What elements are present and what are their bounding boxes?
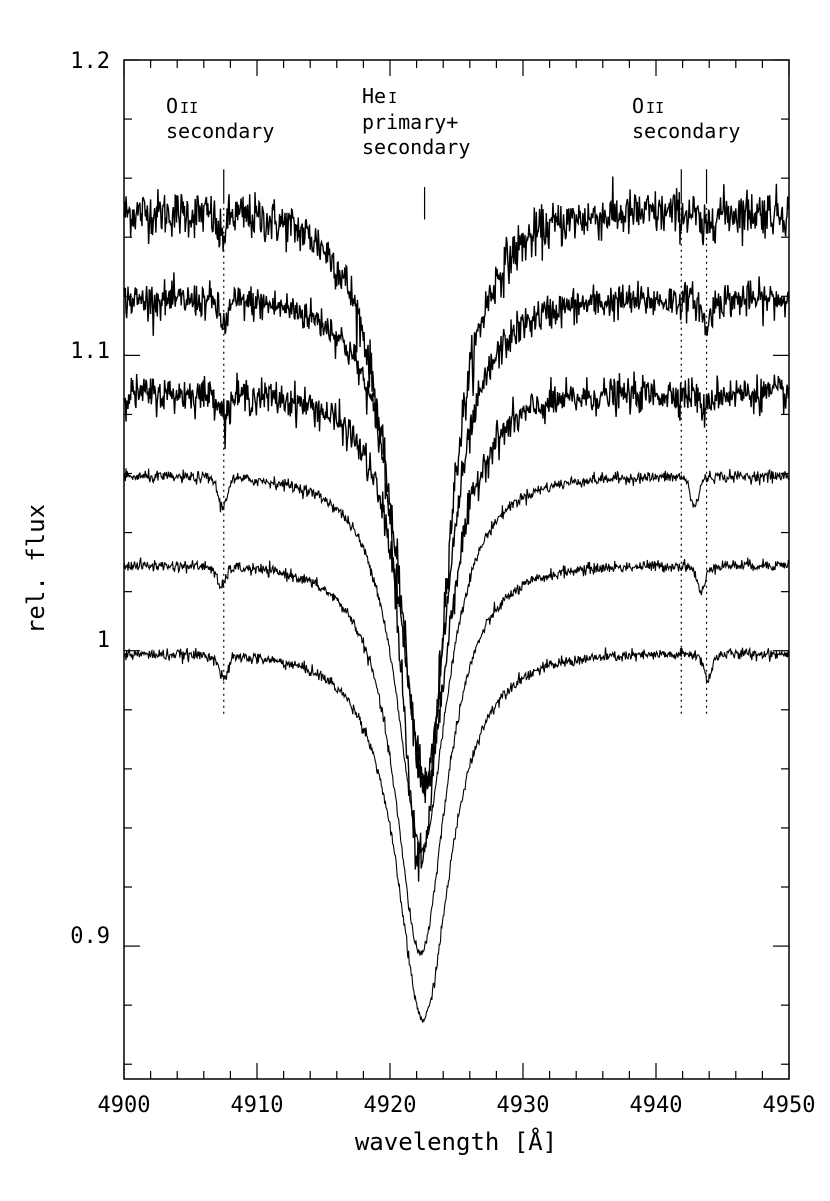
annotation-role-label: secondary [362,135,470,159]
spectrum-line [123,371,790,804]
x-tick-label: 4920 [364,1093,417,1118]
y-axis-title: rel. flux [22,504,50,634]
x-tick-label: 4950 [763,1093,816,1118]
annotation-ion-label: O II [632,94,664,118]
x-axis-title: wavelength [Å] [355,1127,557,1156]
annotation-role-label: secondary [632,119,740,143]
x-tick-label: 4900 [98,1093,151,1118]
annotation-oii-right: O II secondary [632,94,740,143]
annotation-hei: He I primary+ secondary [362,84,470,159]
annotation-markers [223,169,708,716]
y-tick-labels: 0.9 1 1.1 1.2 [70,49,110,949]
x-tick-label: 4910 [231,1093,284,1118]
annotation-oii-left: O II secondary [166,94,274,143]
y-tick-label: 1 [97,628,110,653]
annotation-role-label: secondary [166,119,274,143]
y-tick-label: 1.1 [70,339,110,364]
axis-ticks [123,59,790,1079]
series-layer [123,176,790,1023]
annotation-ion-label: O II [166,94,198,118]
x-tick-labels: 4900 4910 4920 4930 4940 4950 [98,1093,816,1118]
x-tick-label: 4940 [630,1093,683,1118]
y-tick-label: 1.2 [70,49,110,74]
spectrum-line [123,176,790,882]
x-tick-label: 4930 [497,1093,550,1118]
spectrum-line [123,557,790,956]
spectrum-line [123,646,790,1023]
y-tick-label: 0.9 [70,924,110,949]
annotation-role-label: primary+ [362,110,458,134]
plot-frame [123,59,790,1080]
spectrum-line [123,468,790,854]
annotation-ion-label: He I [362,84,397,108]
spectrum-line [123,272,790,797]
